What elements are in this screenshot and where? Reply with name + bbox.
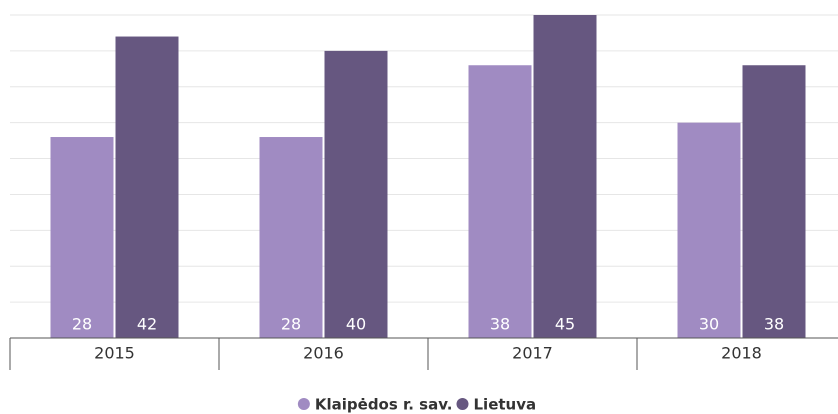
data-label: 38 <box>764 315 784 334</box>
bar <box>468 65 532 338</box>
legend-item: Lietuva <box>456 396 537 414</box>
data-label: 42 <box>137 315 157 334</box>
data-label: 28 <box>281 315 301 334</box>
x-tick-label: 2018 <box>721 344 762 363</box>
bar <box>677 122 741 339</box>
x-tick-label: 2015 <box>94 344 135 363</box>
x-tick-label: 2017 <box>512 344 553 363</box>
legend-swatch <box>456 398 469 410</box>
data-label: 28 <box>72 315 92 334</box>
data-label: 40 <box>346 315 366 334</box>
bar <box>324 50 388 339</box>
legend-swatch <box>297 398 310 410</box>
data-label: 30 <box>699 315 719 334</box>
data-label: 45 <box>555 315 575 334</box>
data-label: 38 <box>490 315 510 334</box>
bar <box>50 137 114 338</box>
legend-label: Lietuva <box>474 396 537 414</box>
bar <box>742 65 806 338</box>
legend-item: Klaipėdos r. sav. <box>297 396 453 414</box>
bar <box>115 36 179 339</box>
legend: Klaipėdos r. sav. Lietuva <box>297 396 537 414</box>
legend-label: Klaipėdos r. sav. <box>315 396 453 414</box>
x-tick-label: 2016 <box>303 344 344 363</box>
bar <box>259 137 323 338</box>
bar <box>533 15 597 338</box>
